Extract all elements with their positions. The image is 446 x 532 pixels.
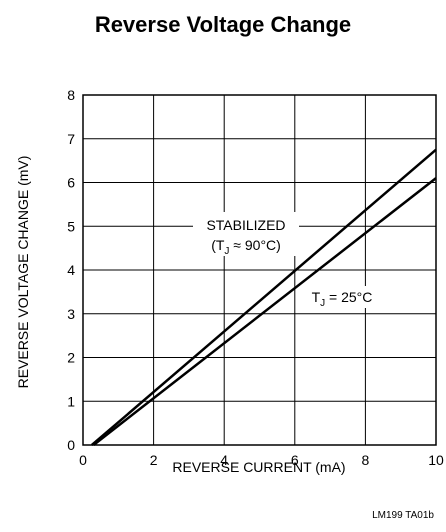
stabilized-label-paren-t: (T <box>211 237 225 253</box>
series-line-0 <box>91 148 437 446</box>
x-tick-label-1: 2 <box>150 452 158 468</box>
stabilized-label-line1: STABILIZED <box>206 217 285 233</box>
y-tick-label-5: 5 <box>67 218 75 234</box>
stabilized-label-rest: ≈ 90°C) <box>229 237 280 253</box>
y-tick-label-8: 8 <box>67 87 75 103</box>
y-axis-label: REVERSE VOLTAGE CHANGE (mV) <box>15 156 31 389</box>
chart-title: Reverse Voltage Change <box>94 12 352 37</box>
y-tick-label-4: 4 <box>67 262 75 278</box>
y-tick-label-1: 1 <box>67 393 75 409</box>
stabilized-label-bg <box>193 212 299 256</box>
stabilized-label-sub: J <box>224 246 229 257</box>
axes <box>82 94 437 446</box>
tick-labels: 0 2 4 6 8 10 0 1 2 3 4 5 6 7 8 <box>67 87 444 468</box>
x-tick-label-0: 0 <box>79 452 87 468</box>
plot-frame <box>82 94 437 446</box>
x-tick-label-2: 4 <box>220 452 228 468</box>
tj25-label-t: T <box>312 289 321 305</box>
tj25-label: TJ = 25°C <box>312 289 373 309</box>
grid <box>82 94 437 446</box>
x-tick-label-4: 8 <box>362 452 370 468</box>
y-tick-label-7: 7 <box>67 131 75 147</box>
x-tick-label-5: 10 <box>428 452 444 468</box>
tj25-label-sub: J <box>320 298 325 309</box>
y-tick-label-2: 2 <box>67 350 75 366</box>
x-tick-label-3: 6 <box>291 452 299 468</box>
tj25-label-bg <box>302 286 382 308</box>
series-lines <box>91 148 437 446</box>
y-tick-label-6: 6 <box>67 175 75 191</box>
tj25-label-rest: = 25°C <box>325 289 372 305</box>
series-line-1 <box>92 177 437 446</box>
stabilized-label-line2: (TJ ≈ 90°C) <box>211 237 281 257</box>
x-axis-label: REVERSE CURRENT (mA) <box>172 459 345 475</box>
y-tick-label-3: 3 <box>67 306 75 322</box>
y-tick-label-0: 0 <box>67 437 75 453</box>
figure-id: LM199 TA01b <box>372 510 434 521</box>
